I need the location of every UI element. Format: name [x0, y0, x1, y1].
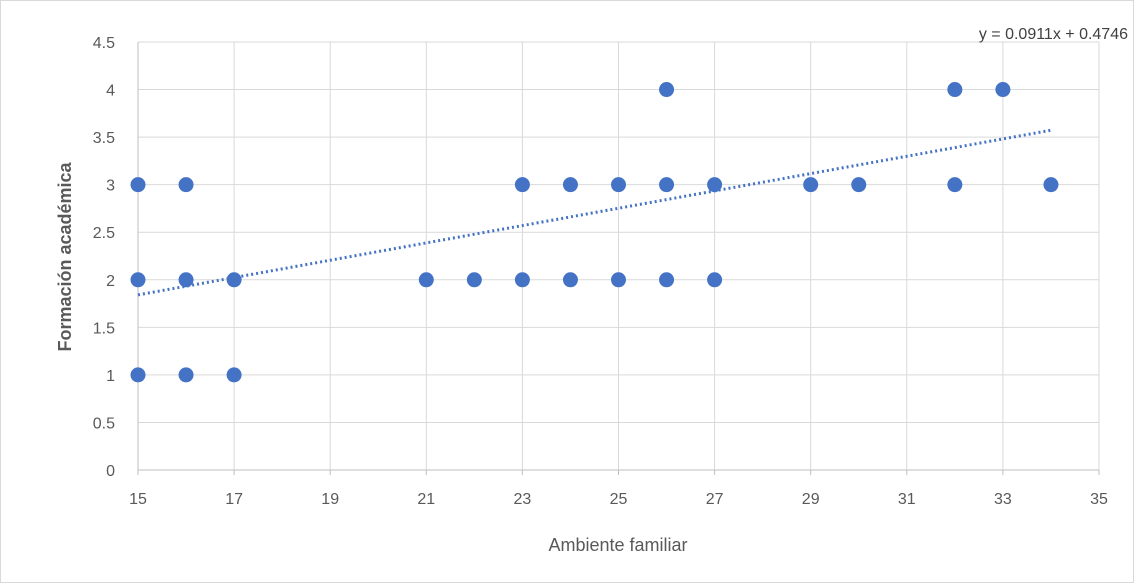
data-point [226, 272, 242, 288]
y-tick-label: 2.5 [93, 225, 115, 242]
x-tick-label: 33 [994, 491, 1012, 508]
x-tick-label: 29 [802, 491, 820, 508]
y-tick-label: 2 [106, 273, 115, 290]
trendline-equation: y = 0.0911x + 0.4746 [979, 26, 1128, 43]
data-point [947, 82, 963, 98]
x-tick-label: 23 [514, 491, 532, 508]
axis-layer [137, 42, 1100, 475]
x-tick-label: 27 [706, 491, 724, 508]
data-point [659, 177, 675, 193]
trendline [137, 128, 1052, 297]
data-point [178, 272, 194, 288]
data-point [611, 272, 626, 288]
data-point [178, 367, 194, 383]
data-point [659, 272, 675, 288]
data-point [562, 272, 578, 288]
y-tick-label: 1 [106, 368, 115, 385]
data-point [1043, 177, 1059, 193]
data-point [947, 177, 963, 193]
tick-label-layer: 0 0.5 1 1.5 2 2.5 3 3.5 4 4.5 15 17 19 21 23 25 27 29 31 33… [93, 35, 1108, 508]
data-point [803, 177, 819, 193]
y-axis-title: Formación académica [55, 161, 75, 351]
data-point [226, 367, 242, 383]
trendline-layer [137, 128, 1052, 297]
y-tick-label: 4 [106, 83, 115, 100]
data-point [851, 177, 867, 193]
x-tick-label: 35 [1090, 491, 1108, 508]
data-point [659, 82, 675, 98]
y-tick-label: 4.5 [93, 35, 115, 52]
data-point [707, 272, 723, 288]
x-tick-label: 15 [129, 491, 147, 508]
data-point [418, 272, 434, 288]
x-tick-label: 17 [225, 491, 243, 508]
grid-layer [138, 41, 1100, 470]
data-point [562, 177, 578, 193]
x-tick-label: 25 [610, 491, 628, 508]
y-tick-label: 1.5 [93, 320, 115, 337]
y-tick-label: 0.5 [93, 415, 115, 432]
points-layer [130, 82, 1059, 383]
data-point [514, 177, 530, 193]
data-point [514, 272, 530, 288]
data-point [611, 177, 626, 193]
data-point [466, 272, 482, 288]
data-point [130, 367, 146, 383]
x-tick-label: 19 [321, 491, 339, 508]
x-tick-label: 21 [417, 491, 435, 508]
data-point [130, 177, 146, 193]
data-point [995, 82, 1011, 98]
data-point [178, 177, 194, 193]
x-tick-label: 31 [898, 491, 916, 508]
y-tick-label: 3 [106, 178, 115, 195]
y-tick-label: 0 [106, 463, 115, 480]
data-point [130, 272, 146, 288]
data-point [707, 177, 723, 193]
y-tick-label: 3.5 [93, 130, 115, 147]
x-axis-title: Ambiente familiar [548, 535, 687, 555]
